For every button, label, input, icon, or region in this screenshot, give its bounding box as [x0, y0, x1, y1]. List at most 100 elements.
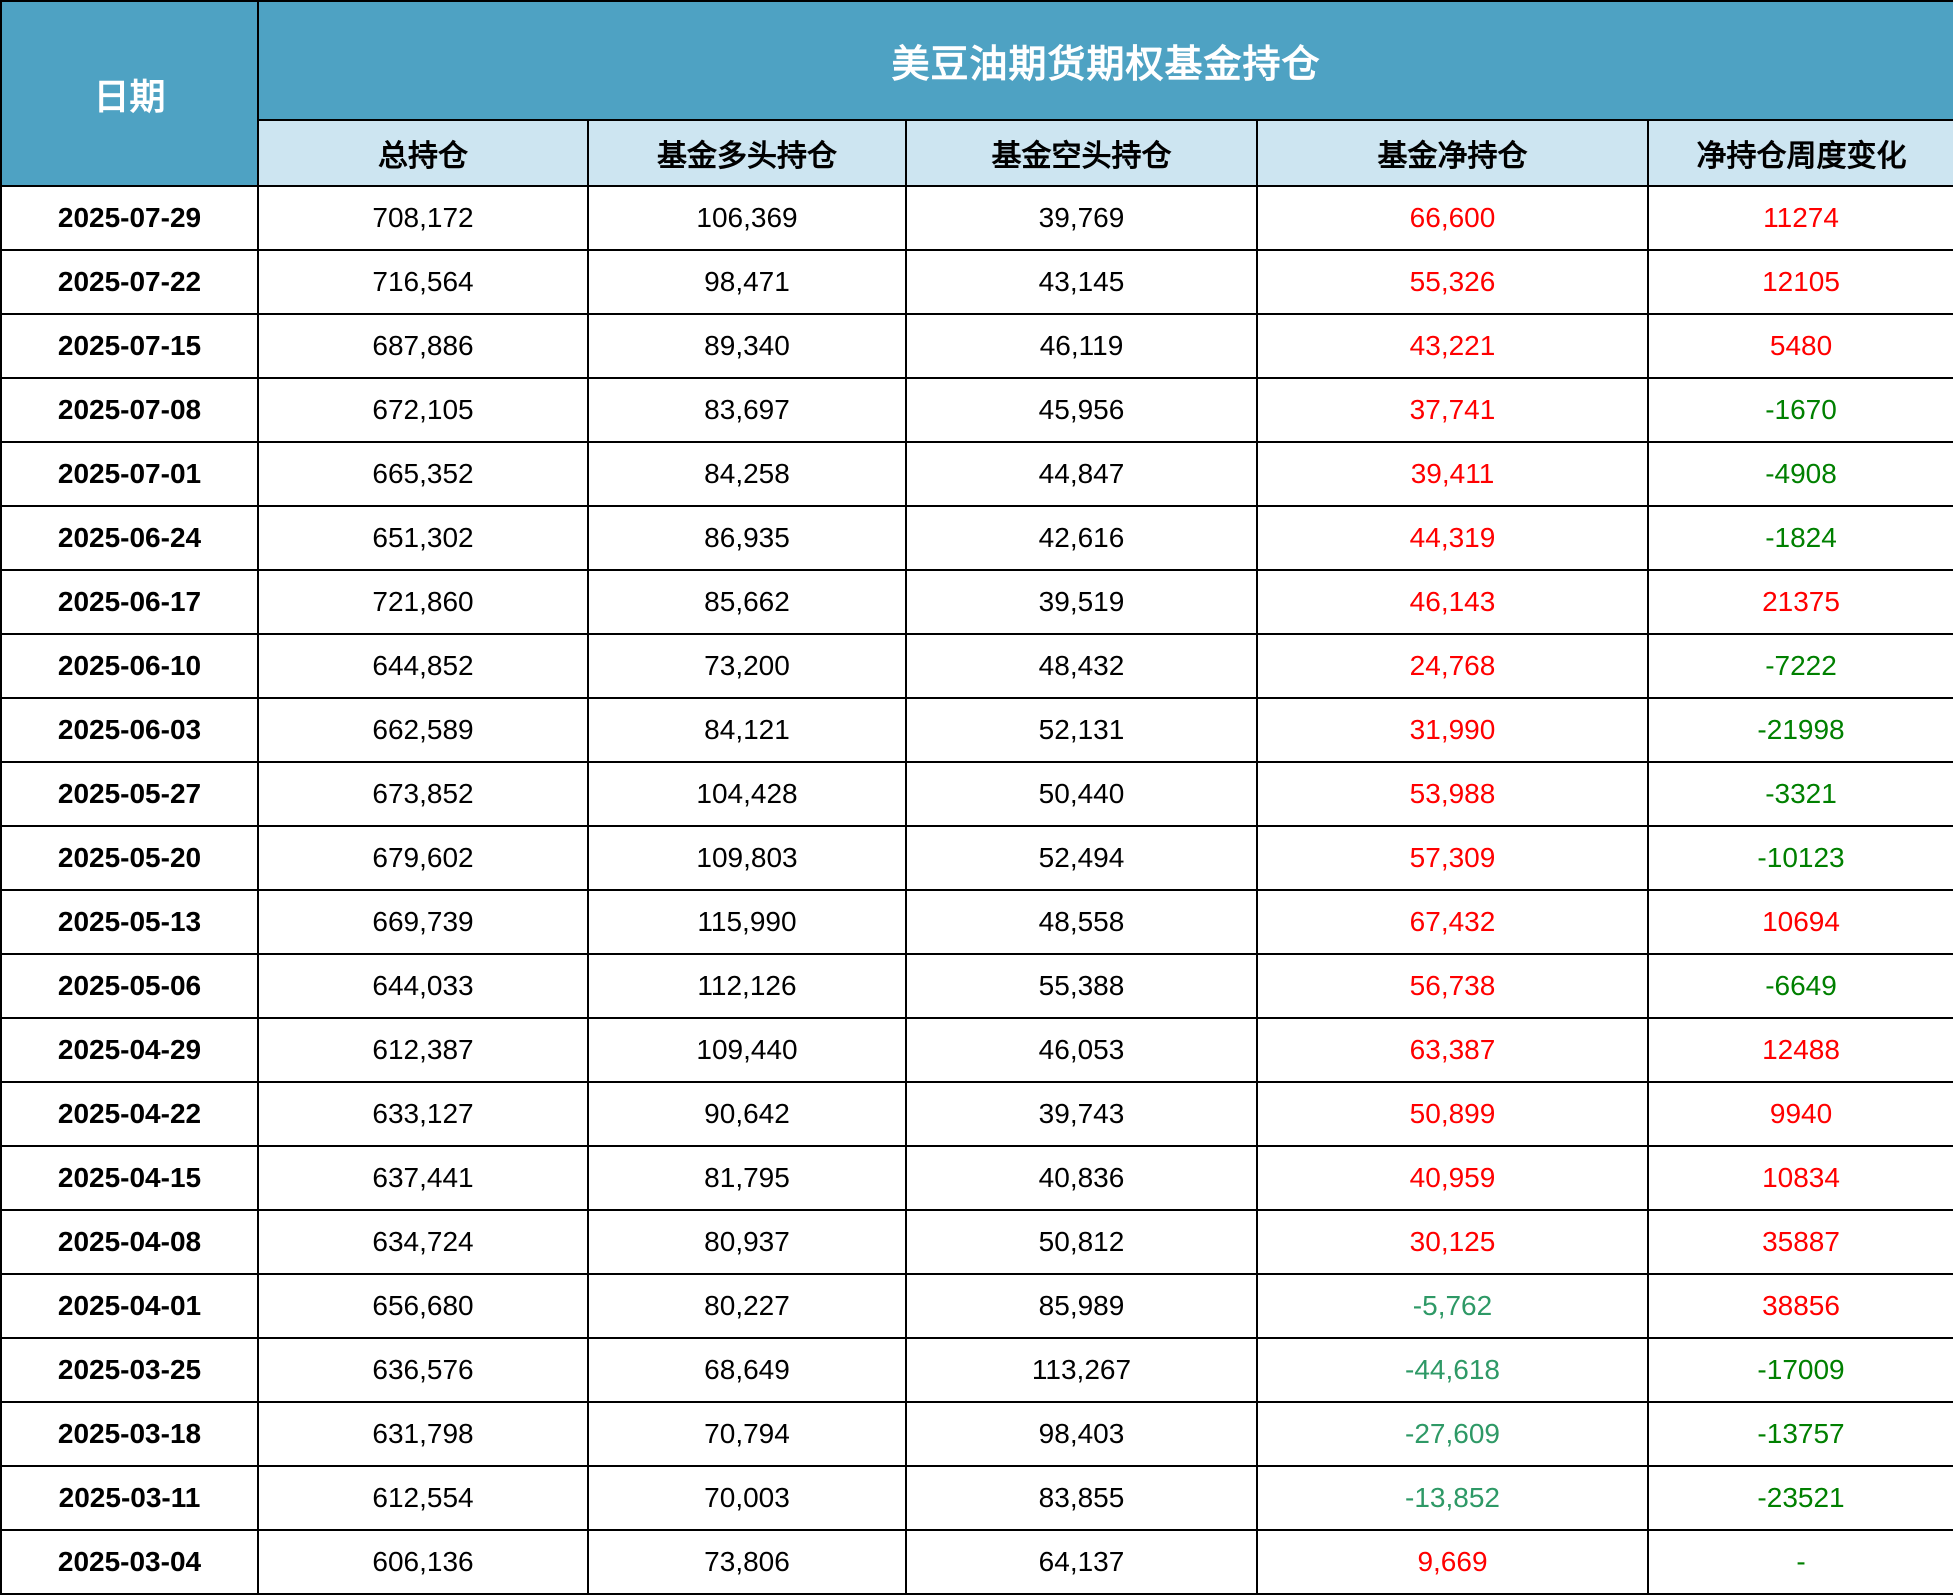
total-positions-cell: 662,589	[257, 697, 589, 763]
fund-net-cell: 67,432	[1256, 889, 1649, 955]
net-weekly-change-cell: 5480	[1646, 313, 1953, 379]
total-positions-cell: 637,441	[257, 1145, 589, 1211]
fund-short-cell: 50,440	[905, 761, 1258, 827]
net-weekly-change-cell: -23521	[1646, 1465, 1953, 1531]
fund-long-cell: 89,340	[587, 313, 907, 379]
fund-net-cell: 50,899	[1256, 1081, 1649, 1147]
fund-short-cell: 64,137	[905, 1529, 1258, 1595]
net-weekly-change-cell: -4908	[1646, 441, 1953, 507]
date-cell: 2025-07-29	[0, 185, 259, 251]
fund-long-cell: 98,471	[587, 249, 907, 315]
date-cell: 2025-07-22	[0, 249, 259, 315]
table-row: 2025-06-17 721,860 85,662 39,519 46,143 …	[0, 569, 1953, 635]
date-cell: 2025-03-11	[0, 1465, 259, 1531]
fund-long-cell: 90,642	[587, 1081, 907, 1147]
table-row: 2025-06-10 644,852 73,200 48,432 24,768 …	[0, 633, 1953, 699]
net-weekly-change-cell: 12488	[1646, 1017, 1953, 1083]
fund-short-cell: 48,558	[905, 889, 1258, 955]
fund-long-cell: 115,990	[587, 889, 907, 955]
subheader-row: 总持仓 基金多头持仓 基金空头持仓 基金净持仓 净持仓周度变化	[1, 119, 1953, 187]
total-positions-cell: 634,724	[257, 1209, 589, 1275]
date-cell: 2025-03-25	[0, 1337, 259, 1403]
date-cell: 2025-05-20	[0, 825, 259, 891]
date-cell: 2025-06-10	[0, 633, 259, 699]
fund-long-cell: 109,440	[587, 1017, 907, 1083]
fund-net-cell: 39,411	[1256, 441, 1649, 507]
net-weekly-change-cell: -13757	[1646, 1401, 1953, 1467]
fund-long-cell: 70,003	[587, 1465, 907, 1531]
table-row: 2025-05-13 669,739 115,990 48,558 67,432…	[0, 889, 1953, 955]
fund-net-cell: 66,600	[1256, 185, 1649, 251]
date-cell: 2025-04-15	[0, 1145, 259, 1211]
table-row: 2025-05-27 673,852 104,428 50,440 53,988…	[0, 761, 1953, 827]
fund-long-cell: 104,428	[587, 761, 907, 827]
total-positions-cell: 679,602	[257, 825, 589, 891]
fund-net-cell: 44,319	[1256, 505, 1649, 571]
total-positions-cell: 612,554	[257, 1465, 589, 1531]
fund-long-cell: 73,200	[587, 633, 907, 699]
fund-net-cell: -27,609	[1256, 1401, 1649, 1467]
fund-short-cell: 113,267	[905, 1337, 1258, 1403]
fund-short-cell: 98,403	[905, 1401, 1258, 1467]
table-row: 2025-06-03 662,589 84,121 52,131 31,990 …	[0, 697, 1953, 763]
column-header-fund-net: 基金净持仓	[1256, 119, 1649, 187]
fund-net-cell: 40,959	[1256, 1145, 1649, 1211]
fund-short-cell: 42,616	[905, 505, 1258, 571]
total-positions-cell: 644,852	[257, 633, 589, 699]
fund-long-cell: 80,937	[587, 1209, 907, 1275]
fund-short-cell: 83,855	[905, 1465, 1258, 1531]
table-row: 2025-04-15 637,441 81,795 40,836 40,959 …	[0, 1145, 1953, 1211]
date-cell: 2025-05-13	[0, 889, 259, 955]
table-row: 2025-05-06 644,033 112,126 55,388 56,738…	[0, 953, 1953, 1019]
total-positions-cell: 644,033	[257, 953, 589, 1019]
net-weekly-change-cell: 38856	[1646, 1273, 1953, 1339]
fund-short-cell: 39,519	[905, 569, 1258, 635]
fund-long-cell: 83,697	[587, 377, 907, 443]
table-row: 2025-06-24 651,302 86,935 42,616 44,319 …	[0, 505, 1953, 571]
net-weekly-change-cell: 10834	[1646, 1145, 1953, 1211]
date-cell: 2025-07-08	[0, 377, 259, 443]
date-cell: 2025-04-01	[0, 1273, 259, 1339]
fund-short-cell: 55,388	[905, 953, 1258, 1019]
fund-short-cell: 48,432	[905, 633, 1258, 699]
fund-net-cell: 46,143	[1256, 569, 1649, 635]
fund-net-cell: -5,762	[1256, 1273, 1649, 1339]
date-cell: 2025-04-22	[0, 1081, 259, 1147]
fund-long-cell: 84,121	[587, 697, 907, 763]
table-row: 2025-07-15 687,886 89,340 46,119 43,221 …	[0, 313, 1953, 379]
table-row: 2025-04-22 633,127 90,642 39,743 50,899 …	[0, 1081, 1953, 1147]
fund-net-cell: 9,669	[1256, 1529, 1649, 1595]
total-positions-cell: 721,860	[257, 569, 589, 635]
fund-long-cell: 70,794	[587, 1401, 907, 1467]
table-row: 2025-07-08 672,105 83,697 45,956 37,741 …	[0, 377, 1953, 443]
fund-net-cell: -44,618	[1256, 1337, 1649, 1403]
table-row: 2025-03-25 636,576 68,649 113,267 -44,61…	[0, 1337, 1953, 1403]
date-cell: 2025-04-29	[0, 1017, 259, 1083]
fund-net-cell: 43,221	[1256, 313, 1649, 379]
date-cell: 2025-03-18	[0, 1401, 259, 1467]
fund-short-cell: 52,494	[905, 825, 1258, 891]
date-cell: 2025-06-24	[0, 505, 259, 571]
date-cell: 2025-04-08	[0, 1209, 259, 1275]
fund-net-cell: 53,988	[1256, 761, 1649, 827]
net-weekly-change-cell: -10123	[1646, 825, 1953, 891]
fund-net-cell: 31,990	[1256, 697, 1649, 763]
table-title: 美豆油期货期权基金持仓	[256, 0, 1953, 121]
net-weekly-change-cell: -1670	[1646, 377, 1953, 443]
fund-short-cell: 44,847	[905, 441, 1258, 507]
fund-short-cell: 52,131	[905, 697, 1258, 763]
fund-long-cell: 106,369	[587, 185, 907, 251]
fund-long-cell: 80,227	[587, 1273, 907, 1339]
fund-net-cell: -13,852	[1256, 1465, 1649, 1531]
total-positions-cell: 672,105	[257, 377, 589, 443]
date-cell: 2025-06-17	[0, 569, 259, 635]
net-weekly-change-cell: 35887	[1646, 1209, 1953, 1275]
net-weekly-change-cell: -1824	[1646, 505, 1953, 571]
column-header-fund-long: 基金多头持仓	[587, 119, 907, 187]
total-positions-cell: 708,172	[257, 185, 589, 251]
date-cell: 2025-05-27	[0, 761, 259, 827]
net-weekly-change-cell: -3321	[1646, 761, 1953, 827]
fund-net-cell: 57,309	[1256, 825, 1649, 891]
column-header-total-positions: 总持仓	[257, 119, 589, 187]
